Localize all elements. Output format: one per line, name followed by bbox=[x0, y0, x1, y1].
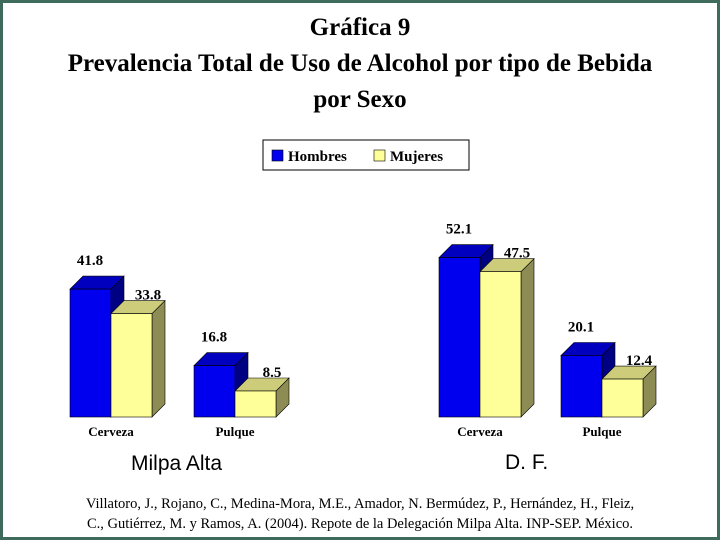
value-label-milpa-alta-pulque-mujeres: 8.5 bbox=[263, 365, 282, 381]
legend-swatch-hombres bbox=[271, 149, 284, 162]
bars-layer bbox=[69, 243, 657, 418]
bar-milpa-alta-pulque-hombres-front bbox=[193, 365, 236, 418]
bar-d-f-cerveza-mujeres-side bbox=[520, 257, 535, 418]
legend-label-hombres: Hombres bbox=[288, 149, 347, 165]
chart-title-line-1: Gráfica 9 bbox=[309, 14, 411, 41]
chart-title-line-3: por Sexo bbox=[313, 86, 407, 113]
legend-swatch-mujeres bbox=[373, 149, 386, 162]
category-label-d-f-cerveza: Cerveza bbox=[457, 424, 503, 439]
value-label-milpa-alta-cerveza-hombres: 41.8 bbox=[77, 253, 103, 269]
value-label-milpa-alta-cerveza-mujeres: 33.8 bbox=[135, 288, 161, 304]
bar-d-f-pulque-mujeres bbox=[601, 365, 657, 418]
bar-milpa-alta-pulque-mujeres-front bbox=[234, 390, 277, 418]
source-line-2: C., Gutiérrez, M. y Ramos, A. (2004). Re… bbox=[86, 516, 634, 532]
group-label-milpa-alta: Milpa Alta bbox=[131, 452, 223, 475]
bar-milpa-alta-cerveza-hombres-front bbox=[69, 288, 112, 418]
bar-milpa-alta-cerveza-mujeres bbox=[110, 299, 166, 418]
labels-layer: 41.8 33.8 Cerveza 16.8 8.5 Pulque 52.1 47.5 Cerv… bbox=[77, 222, 653, 439]
bar-d-f-pulque-hombres-front bbox=[560, 355, 603, 418]
value-label-d-f-cerveza-mujeres: 47.5 bbox=[504, 246, 530, 262]
bar-d-f-cerveza-hombres-front bbox=[438, 257, 481, 418]
bar-d-f-pulque-mujeres-front bbox=[601, 378, 644, 418]
bar-milpa-alta-cerveza-mujeres-front bbox=[110, 313, 153, 418]
value-label-d-f-cerveza-hombres: 52.1 bbox=[446, 222, 472, 238]
value-label-milpa-alta-pulque-hombres: 16.8 bbox=[201, 330, 227, 346]
bar-d-f-cerveza-mujeres bbox=[479, 257, 535, 418]
bar-milpa-alta-pulque-mujeres bbox=[234, 377, 290, 418]
category-label-d-f-pulque: Pulque bbox=[582, 424, 621, 439]
bar-milpa-alta-cerveza-mujeres-side bbox=[151, 299, 166, 418]
legend: Hombres Mujeres bbox=[262, 139, 470, 171]
value-label-d-f-pulque-hombres: 20.1 bbox=[568, 319, 594, 335]
source-line-1: Villatoro, J., Rojano, C., Medina-Mora, … bbox=[85, 496, 635, 512]
legend-box bbox=[262, 139, 470, 171]
category-label-milpa-alta-cerveza: Cerveza bbox=[88, 424, 134, 439]
group-label-df: D. F. bbox=[505, 451, 549, 474]
bar-d-f-cerveza-mujeres-front bbox=[479, 271, 522, 418]
chart-title-line-2: Prevalencia Total de Uso de Alcohol por … bbox=[67, 50, 653, 77]
legend-label-mujeres: Mujeres bbox=[390, 149, 443, 165]
category-label-milpa-alta-pulque: Pulque bbox=[215, 424, 254, 439]
value-label-d-f-pulque-mujeres: 12.4 bbox=[626, 353, 653, 369]
